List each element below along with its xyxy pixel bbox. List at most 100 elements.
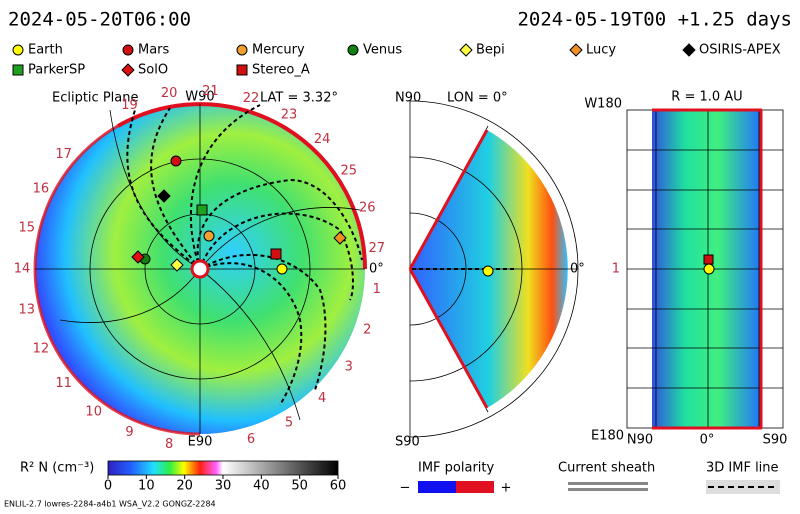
panel-title: R = 1.0 AU — [671, 90, 742, 105]
colorbar-tick-label: 40 — [253, 479, 270, 494]
sector-label: 26 — [359, 201, 376, 216]
marker — [121, 63, 135, 77]
imf-negative — [418, 481, 456, 493]
sheath-label: Current sheath — [558, 461, 655, 476]
latitude: LAT = 3.32° — [260, 91, 338, 106]
marker — [131, 250, 145, 264]
earth-marker — [482, 265, 494, 277]
sector-label: 21 — [202, 84, 219, 99]
sector-label: 6 — [247, 432, 255, 447]
colorbar-label: R² N (cm⁻³) — [20, 461, 94, 476]
colorbar — [107, 460, 339, 476]
header-time: 2024-05-20T06:00 — [8, 9, 191, 31]
colorbar-tick-label: 0 — [104, 479, 112, 494]
sector-label: 2 — [363, 322, 371, 337]
sector-label: 25 — [340, 164, 357, 179]
imf-title: IMF polarity — [418, 461, 494, 476]
sector-label: 19 — [121, 98, 138, 113]
legend-label: Lucy — [586, 43, 616, 58]
marker — [196, 204, 208, 216]
sector-label: 11 — [55, 376, 72, 391]
imf-lines — [126, 104, 363, 406]
panel-title: LON = 0° — [447, 91, 508, 106]
legend: Earth Mars Mercury Venus Bepi Lucy OSIRIS-APEX… — [12, 43, 781, 78]
sector-label: 14 — [14, 262, 31, 277]
marker — [12, 64, 24, 76]
sector-label: 22 — [243, 91, 260, 106]
axis-label: E180 — [591, 429, 624, 444]
sector-label: 4 — [318, 391, 326, 406]
sector-label: 24 — [314, 132, 331, 147]
axis-label: 0° — [369, 262, 384, 277]
axis-label: N90 — [395, 91, 421, 106]
colorbar-tick-label: 20 — [176, 479, 193, 494]
sheath-line — [568, 482, 648, 485]
legend-label: Bepi — [476, 43, 505, 58]
sector-label: 8 — [165, 437, 173, 452]
earth-marker — [703, 263, 715, 275]
marker — [236, 64, 248, 76]
polarity-edge — [408, 129, 489, 270]
axis-label: E90 — [188, 435, 213, 450]
marker — [203, 230, 215, 242]
marker — [459, 43, 473, 57]
sector-label: 27 — [369, 241, 386, 256]
marker — [276, 263, 288, 275]
legend-label: Venus — [363, 43, 402, 58]
legend-label: Earth — [28, 43, 63, 58]
bodies — [131, 155, 347, 275]
footer: ENLIL-2.7 lowres-2284-a4b1 WSA_V2.2 GONG… — [4, 500, 216, 509]
sector-label: 20 — [161, 86, 178, 101]
marker — [170, 155, 182, 167]
sector-label: 3 — [345, 359, 353, 374]
legend-label: ParkerSP — [28, 63, 85, 78]
header-run: 2024-05-19T00 +1.25 days — [517, 9, 792, 31]
colorbar-ticks: 0 10 20 30 40 50 60 — [104, 475, 346, 494]
axis-label: 0° — [570, 262, 585, 277]
colorbar-tick-label: 50 — [291, 479, 308, 494]
legend-label: SolO — [138, 63, 168, 78]
imf-plus: + — [501, 481, 512, 496]
marker — [236, 44, 248, 56]
marker — [12, 44, 24, 56]
sector-label: 16 — [33, 182, 50, 197]
axis-label: S90 — [763, 433, 788, 448]
colorbar-tick-label: 10 — [138, 479, 155, 494]
axis-label: W90 — [185, 90, 214, 105]
marker — [347, 44, 359, 56]
axis-label: N90 — [627, 433, 653, 448]
legend-label: Mercury — [252, 43, 305, 58]
panel-title: Ecliptic Plane — [52, 91, 138, 106]
stereo-a-marker — [703, 254, 714, 265]
marker — [270, 248, 282, 260]
imf-positive — [456, 481, 494, 493]
axis-label: 1 — [612, 262, 620, 277]
sector-label: 17 — [55, 147, 72, 162]
marker — [333, 231, 347, 245]
sector-label: 5 — [285, 416, 293, 431]
marker — [569, 43, 583, 57]
colorbar-tick-label: 30 — [215, 479, 232, 494]
axis-label: W180 — [584, 97, 622, 112]
sector-label: 1 — [373, 282, 381, 297]
legend-label: Mars — [138, 43, 170, 58]
sector-label: 15 — [19, 220, 36, 235]
polarity-edge — [408, 268, 489, 409]
axis-label: S90 — [395, 435, 420, 450]
marker — [122, 44, 134, 56]
sector-label: 13 — [19, 303, 36, 318]
sector-label: 9 — [125, 425, 133, 440]
colorbar-tick-label: 60 — [330, 479, 347, 494]
imf-minus: − — [400, 481, 411, 496]
axis-label: 0° — [700, 433, 715, 448]
marker — [157, 189, 171, 203]
sector-label: 12 — [33, 341, 50, 356]
sheath-line — [568, 488, 648, 491]
sector-label: 23 — [281, 107, 298, 122]
sector-label: 10 — [85, 404, 102, 419]
imf-line-label: 3D IMF line — [706, 461, 779, 476]
marker — [682, 43, 696, 57]
sun — [190, 259, 210, 279]
